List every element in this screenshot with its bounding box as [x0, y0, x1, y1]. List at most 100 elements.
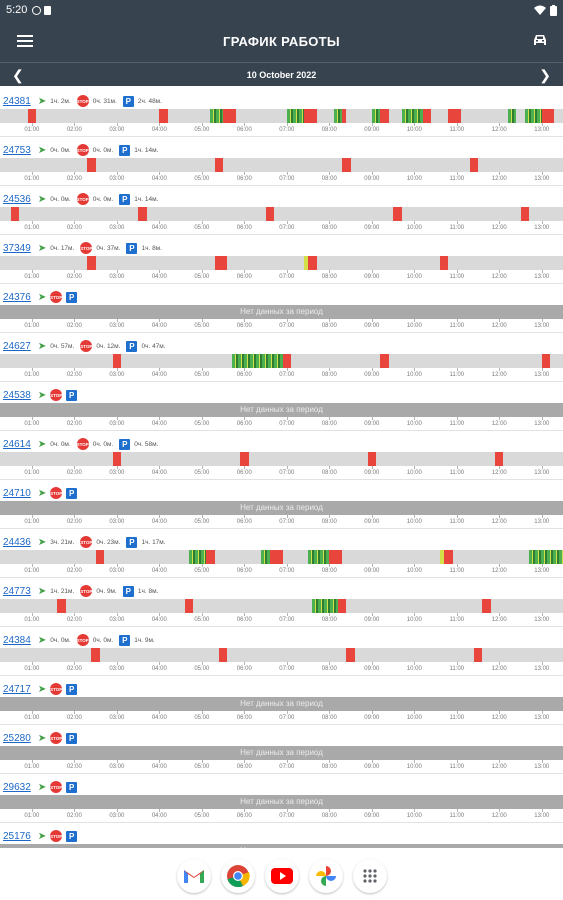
status-bar: 5:20	[0, 0, 563, 20]
activity-timeline-bar	[0, 599, 563, 613]
hour-tick-mark	[74, 221, 76, 224]
vehicle-schedule-list[interactable]: 24381 ➤ 1ч. 2м. STOP 0ч. 31м. P 2ч. 48м. 01:00 0…	[0, 88, 563, 848]
vehicle-id-link[interactable]: 24773	[3, 585, 31, 597]
hour-tick-mark	[159, 809, 161, 812]
hour-tick-mark	[499, 368, 501, 371]
vehicle-id-link[interactable]: 24753	[3, 144, 31, 156]
vehicle-id-link[interactable]: 29632	[3, 781, 31, 793]
hour-tick-mark	[31, 466, 33, 469]
menu-icon[interactable]	[17, 35, 33, 47]
parking-icon: P	[126, 340, 138, 352]
hour-tick-label: 11:00	[449, 225, 465, 231]
hour-tick-mark	[329, 221, 331, 224]
hour-tick-label: 01:00	[24, 274, 40, 280]
hour-tick-label: 02:00	[66, 568, 82, 574]
vehicle-id-link[interactable]: 25176	[3, 830, 31, 842]
hour-tick-mark	[414, 662, 416, 665]
hour-tick-mark	[414, 123, 416, 126]
vehicle-id-link[interactable]: 24710	[3, 487, 31, 499]
next-day-chevron-icon[interactable]: ❯	[539, 67, 551, 83]
parking-icon: P	[119, 193, 131, 205]
mixed-segment	[210, 109, 224, 123]
hour-tick-label: 03:00	[109, 421, 125, 427]
photos-icon[interactable]	[308, 859, 343, 893]
vehicle-id-link[interactable]: 37349	[3, 242, 31, 254]
hour-tick-label: 05:00	[194, 764, 210, 770]
vehicle-row: 25280 ➤ STOP P Нет данных за период 01:00 02:0…	[0, 725, 563, 774]
parking-icon: P	[126, 536, 138, 548]
car-icon[interactable]	[532, 32, 548, 48]
stop-sign-icon: STOP	[80, 536, 92, 548]
vehicle-id-link[interactable]: 24376	[3, 291, 31, 303]
hour-tick-mark	[456, 760, 458, 763]
hour-tick-mark	[74, 172, 76, 175]
hour-tick-label: 08:00	[321, 568, 337, 574]
vehicle-row: 24614 ➤ 0ч. 0м. STOP 0ч. 0м. P 0ч. 58м. 01:00 02…	[0, 431, 563, 480]
hour-tick-label: 06:00	[236, 421, 252, 427]
wifi-icon	[534, 5, 546, 15]
hour-tick-label: 03:00	[109, 617, 125, 623]
vehicle-id-link[interactable]: 24536	[3, 193, 31, 205]
hour-tick-mark	[499, 662, 501, 665]
hour-tick-mark	[371, 711, 373, 714]
parking-icon: P	[66, 732, 78, 744]
parking-icon: P	[66, 781, 78, 793]
app-drawer-icon[interactable]	[352, 859, 387, 893]
movement-arrow-icon: ➤	[37, 340, 47, 352]
vehicle-id-link[interactable]: 24614	[3, 438, 31, 450]
previous-day-chevron-icon[interactable]: ❮	[12, 67, 24, 83]
movement-duration: 0ч. 17м.	[50, 244, 75, 252]
hour-axis: 01:00 02:00 03:00 04:00 05:00 06:00 07:00 08:00…	[0, 711, 563, 723]
youtube-icon[interactable]	[264, 859, 299, 893]
gmail-icon[interactable]	[176, 859, 211, 893]
vehicle-summary: 24627 ➤ 0ч. 57м. STOP 0ч. 12м. P 0ч. 47м.	[3, 340, 172, 352]
hour-tick-label: 10:00	[406, 421, 422, 427]
vehicle-id-link[interactable]: 24381	[3, 95, 31, 107]
vehicle-id-link[interactable]: 24717	[3, 683, 31, 695]
hour-tick-mark	[201, 270, 203, 273]
activity-timeline-bar	[0, 648, 563, 662]
vehicle-id-link[interactable]: 24436	[3, 536, 31, 548]
hour-tick-label: 08:00	[321, 225, 337, 231]
vehicle-summary: 25176 ➤ STOP P	[3, 830, 81, 842]
battery-icon	[550, 4, 557, 16]
hour-tick-label: 09:00	[364, 813, 380, 819]
hour-tick-mark	[159, 270, 161, 273]
hour-tick-label: 09:00	[364, 225, 380, 231]
hour-tick-mark	[31, 172, 33, 175]
vehicle-id-link[interactable]: 25280	[3, 732, 31, 744]
stop-sign-icon: STOP	[77, 634, 89, 646]
hour-tick-label: 07:00	[279, 470, 295, 476]
hour-tick-mark	[159, 613, 161, 616]
stop-segment	[469, 158, 478, 172]
hour-tick-mark	[31, 319, 33, 322]
hour-tick-mark	[159, 760, 161, 763]
hour-tick-mark	[329, 172, 331, 175]
hour-tick-label: 10:00	[406, 715, 422, 721]
vehicle-id-link[interactable]: 24538	[3, 389, 31, 401]
hour-tick-mark	[74, 270, 76, 273]
hour-tick-label: 08:00	[321, 764, 337, 770]
hour-tick-label: 08:00	[321, 274, 337, 280]
hour-tick-label: 08:00	[321, 127, 337, 133]
vehicle-summary: 37349 ➤ 0ч. 17м. STOP 0ч. 37м. P 1ч. 8м.	[3, 242, 168, 254]
hour-tick-label: 12:00	[491, 372, 507, 378]
hour-tick-mark	[244, 564, 246, 567]
hour-tick-label: 10:00	[406, 127, 422, 133]
hour-tick-mark	[414, 221, 416, 224]
hour-tick-mark	[414, 711, 416, 714]
hour-tick-mark	[541, 172, 543, 175]
vehicle-id-link[interactable]: 24384	[3, 634, 31, 646]
system-taskbar	[0, 852, 563, 900]
vehicle-id-link[interactable]: 24627	[3, 340, 31, 352]
vehicle-row: 24538 ➤ STOP P Нет данных за период 01:00 02:0…	[0, 382, 563, 431]
no-data-bar: Нет данных за период	[0, 697, 563, 711]
hour-tick-label: 09:00	[364, 715, 380, 721]
hour-tick-mark	[414, 564, 416, 567]
vehicle-row: 24710 ➤ STOP P Нет данных за период 01:00 02:0…	[0, 480, 563, 529]
hour-tick-mark	[31, 662, 33, 665]
chrome-icon[interactable]	[220, 859, 255, 893]
hour-tick-label: 08:00	[321, 813, 337, 819]
hour-tick-mark	[116, 613, 118, 616]
